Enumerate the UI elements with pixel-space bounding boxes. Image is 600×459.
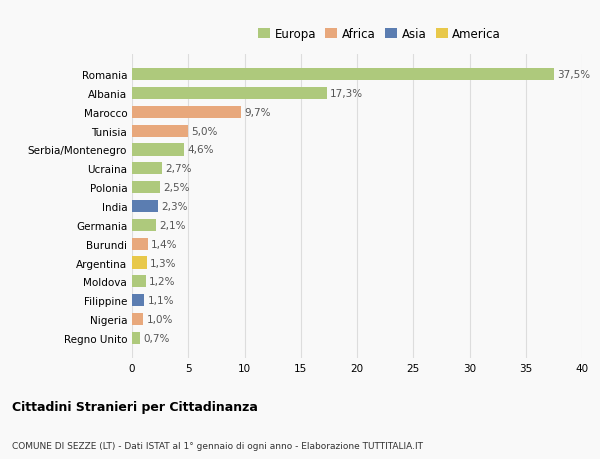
Bar [132,294,145,307]
Bar [132,219,155,231]
Text: 17,3%: 17,3% [330,89,363,99]
Text: COMUNE DI SEZZE (LT) - Dati ISTAT al 1° gennaio di ogni anno - Elaborazione TUTT: COMUNE DI SEZZE (LT) - Dati ISTAT al 1° … [12,441,423,450]
Text: 2,7%: 2,7% [166,164,192,174]
Text: 5,0%: 5,0% [191,126,218,136]
Text: 9,7%: 9,7% [245,107,271,118]
Bar [132,332,140,344]
Text: 2,5%: 2,5% [163,183,190,193]
Bar [132,144,184,156]
Bar [132,106,241,119]
Text: 1,4%: 1,4% [151,239,178,249]
Bar [132,201,158,213]
Bar [132,276,146,288]
Text: 0,7%: 0,7% [143,333,170,343]
Bar [132,257,146,269]
Bar [132,88,326,100]
Bar [132,163,163,175]
Text: 1,1%: 1,1% [148,296,174,306]
Text: 2,3%: 2,3% [161,202,188,212]
Bar [132,69,554,81]
Text: 37,5%: 37,5% [557,70,590,80]
Bar [132,313,143,325]
Text: 1,3%: 1,3% [150,258,176,268]
Bar [132,182,160,194]
Bar [132,125,188,137]
Text: Cittadini Stranieri per Cittadinanza: Cittadini Stranieri per Cittadinanza [12,400,258,413]
Text: 2,1%: 2,1% [159,220,185,230]
Legend: Europa, Africa, Asia, America: Europa, Africa, Asia, America [254,25,505,45]
Text: 1,2%: 1,2% [149,277,175,287]
Bar [132,238,148,250]
Text: 1,0%: 1,0% [146,314,173,325]
Text: 4,6%: 4,6% [187,145,214,155]
